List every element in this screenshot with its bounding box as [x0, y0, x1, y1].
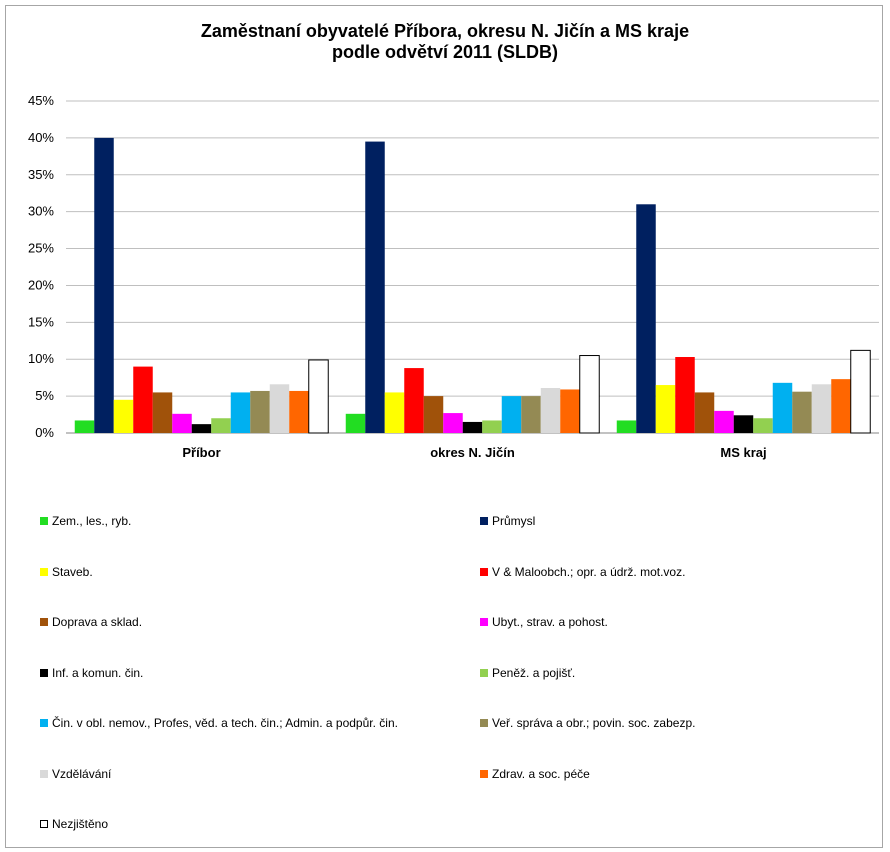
legend-swatch: [480, 567, 488, 576]
bar: [384, 392, 405, 433]
legend-swatch: [480, 517, 488, 525]
legend-item: Zdrav. a soc. péče: [480, 766, 590, 782]
bar: [521, 396, 541, 433]
bar: [289, 390, 309, 433]
legend: Zem., les., ryb. Průmysl Staveb. V & Maloob…: [6, 6, 884, 849]
category-label: okres N. Jičín: [430, 445, 515, 460]
legend-label: V & Maloobch.; opr. a údrž. mot.voz.: [492, 564, 686, 579]
legend-swatch: [40, 618, 48, 626]
bar: [636, 204, 656, 433]
legend-item: Průmysl: [480, 513, 535, 529]
bar: [675, 357, 695, 433]
chart-plot: 0% 5% 10% 15% 20% 25% 30% 35% 40% 45% Příbor okres …: [28, 93, 879, 460]
legend-label: Čin. v obl. nemov., Profes, věd. a tech.…: [52, 716, 398, 730]
legend-swatch: [40, 517, 48, 525]
legend-swatch: [40, 769, 48, 778]
y-tick-label: 25%: [28, 241, 54, 256]
bar: [404, 368, 424, 433]
chart-title-line-2: podle odvětví 2011 (SLDB): [331, 42, 559, 62]
bar: [753, 418, 773, 433]
legend-label: Inf. a komun. čin.: [52, 665, 144, 680]
bar: [714, 410, 734, 433]
chart-title-line-1: Zaměstnaní obyvatelé Příbora, okresu N. …: [200, 21, 690, 41]
bar: [113, 399, 134, 433]
bar: [230, 392, 251, 433]
bar: [94, 137, 114, 433]
legend-item: Peněž. a pojišť.: [480, 665, 575, 681]
category-label: MS kraj: [720, 445, 766, 460]
y-tick-label: 30%: [28, 204, 54, 219]
legend-item: Ubyt., strav. a pohost.: [480, 614, 608, 630]
legend-swatch: [480, 668, 488, 677]
legend-label: Vzdělávání: [52, 766, 112, 781]
bar: [423, 396, 444, 433]
bar: [482, 420, 502, 433]
y-tick-label: 0%: [35, 425, 54, 440]
legend-item: Inf. a komun. čin.: [40, 665, 143, 681]
legend-swatch: [480, 769, 488, 778]
legend-label: Ubyt., strav. a pohost.: [492, 615, 608, 629]
y-tick-label: 10%: [28, 351, 54, 366]
legend-label: Veř. správa a obr.; povin. soc. zabezp.: [492, 716, 696, 730]
legend-label: Nezjištěno: [52, 817, 109, 831]
bar: [211, 418, 231, 433]
y-tick-label: 35%: [28, 167, 54, 182]
bar: [269, 384, 290, 433]
y-tick-label: 20%: [28, 277, 54, 292]
legend-label: Staveb.: [52, 564, 93, 579]
bar: [443, 413, 463, 433]
bar: [250, 390, 270, 433]
bar: [733, 415, 754, 433]
bar: [655, 385, 676, 433]
legend-swatch: [480, 618, 488, 626]
bar: [694, 392, 715, 433]
bar: [579, 355, 600, 434]
bar: [462, 421, 483, 433]
y-tick-label: 40%: [28, 130, 54, 145]
bar: [772, 382, 793, 433]
legend-label: Doprava a sklad.: [52, 615, 143, 629]
bar: [345, 413, 366, 433]
bar: [133, 366, 153, 433]
bar: [308, 359, 329, 434]
legend-label: Zdrav. a soc. péče: [492, 766, 590, 781]
y-tick-label: 45%: [28, 93, 54, 108]
legend-swatch: [40, 567, 48, 576]
bar: [74, 420, 95, 433]
bar: [811, 384, 832, 433]
bar: [850, 349, 871, 434]
legend-swatch: [40, 719, 48, 727]
bar: [365, 141, 385, 434]
legend-item: Vzdělávání: [40, 766, 111, 782]
bar: [172, 413, 192, 433]
legend-swatch: [40, 668, 48, 677]
bar: [616, 420, 637, 433]
bar: [152, 392, 173, 433]
category-label: Příbor: [182, 445, 220, 460]
chart-frame: Zaměstnaní obyvatelé Příbora, okresu N. …: [5, 5, 883, 848]
legend-item: V & Maloobch.; opr. a údrž. mot.voz.: [480, 564, 685, 580]
legend-label: Zem., les., ryb.: [52, 514, 132, 528]
bar: [501, 396, 522, 433]
legend-item: Veř. správa a obr.; povin. soc. zabezp.: [480, 715, 695, 731]
y-tick-label: 15%: [28, 314, 54, 329]
bar: [560, 389, 580, 433]
legend-item: Zem., les., ryb.: [40, 513, 131, 529]
chart-title: Zaměstnaní obyvatelé Příbora, okresu N. …: [6, 21, 884, 63]
bar: [831, 379, 851, 433]
legend-item: Nezjištěno: [40, 816, 108, 832]
legend-item: Staveb.: [40, 564, 93, 580]
legend-label: Průmysl: [492, 514, 536, 528]
legend-label: Peněž. a pojišť.: [492, 665, 576, 680]
legend-item: Čin. v obl. nemov., Profes, věd. a tech.…: [40, 715, 398, 731]
bar: [792, 391, 812, 433]
legend-item: Doprava a sklad.: [40, 614, 142, 630]
legend-swatch: [40, 820, 48, 828]
bar: [540, 387, 561, 433]
legend-swatch: [480, 719, 488, 727]
bar: [191, 424, 212, 433]
y-tick-label: 5%: [35, 388, 54, 403]
